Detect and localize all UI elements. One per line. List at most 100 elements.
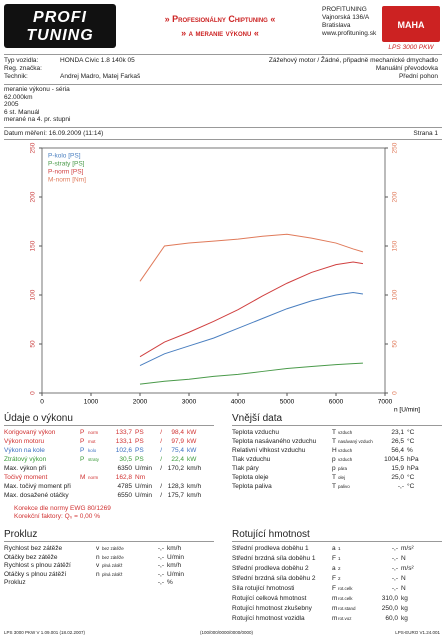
table-cell: 60,0 — [385, 615, 398, 622]
table-row: Prokluz -,-% — [4, 579, 186, 587]
table-cell: PS — [135, 438, 144, 445]
symbol-sub: rot.stand — [338, 606, 356, 611]
section-title: Vnější data — [232, 413, 442, 426]
symbol-sub: vzduch — [338, 457, 353, 462]
table-cell: Teplota paliva — [232, 483, 272, 490]
symbol-sub: rot.celk — [338, 596, 353, 601]
y-tick-label: 200 — [30, 191, 37, 202]
symbol-sub — [102, 579, 136, 587]
symbol-sub: kolo — [88, 448, 97, 453]
value: HONDA Civic 1.8 140k 05 — [60, 57, 135, 64]
table-cell: Rotující hmotnost vozidla — [232, 615, 305, 622]
table-cell: °C — [407, 438, 415, 445]
logo-text: PROFI TUNING — [26, 9, 94, 44]
table-cell: Rychlost s plnou zátěží — [4, 562, 71, 569]
value: ​ — [60, 65, 140, 73]
table-cell: Střední brzdná síla doběhu 1 — [232, 555, 316, 562]
table-cell: a — [332, 565, 336, 572]
model: LPS 3000 PKW — [388, 44, 434, 51]
table-cell: Rotující celková hmotnost — [232, 595, 307, 602]
table-cell: Max. dosažené otáčky — [4, 492, 69, 499]
table-cell: / — [160, 465, 162, 472]
symbol-sub: vzduch — [338, 448, 353, 453]
table-cell: p — [332, 456, 336, 463]
table-cell — [154, 474, 162, 482]
symbol-sub: straty — [88, 457, 100, 462]
table-cell: -,- — [157, 570, 164, 578]
table-cell: 170,2 — [167, 465, 184, 472]
table-cell: km/h — [187, 483, 202, 490]
notes: meranie výkonu - séria 62.000km 2005 6 st. … — [4, 86, 71, 124]
symbol-sub: 2 — [338, 566, 341, 571]
logo-url: www.profituning.sk — [34, 49, 86, 55]
table-cell: N — [401, 575, 406, 582]
table-cell: Výkon na kole — [4, 447, 45, 454]
table-cell: % — [167, 579, 173, 586]
table-cell: 102,6 — [115, 447, 132, 454]
x-tick-label: 1000 — [84, 399, 99, 406]
table-row: Rotující celková hmotnost m rot.celk 310,0 k… — [232, 595, 416, 603]
table-cell: H — [332, 447, 337, 454]
table-cell: U/min — [167, 570, 184, 578]
table-cell: km/h — [187, 465, 202, 472]
table-cell: U/min — [135, 492, 152, 499]
table-row: Střední prodleva doběhu 1 a 1 -,- m/s² — [232, 545, 416, 553]
page-number: Strana 1 — [413, 130, 438, 137]
table-cell: Max. točivý moment při — [4, 483, 71, 490]
table-cell: -,- — [397, 483, 404, 490]
symbol-sub: bez zátěže — [102, 546, 124, 551]
table-row: Střední brzdná síla doběhu 2 F 2 -,- N — [232, 575, 416, 583]
table-cell: / — [160, 429, 162, 436]
table-cell: 22,4 — [171, 456, 184, 463]
section-title: Údaje o výkonu — [4, 413, 214, 426]
table-cell: kg — [401, 595, 408, 602]
vehicle-labels: Typ vozidla: Reg. značka: Technik: — [4, 57, 42, 81]
table-cell: F — [332, 575, 336, 582]
address-line: PROFITUNING — [322, 6, 367, 13]
table-cell: Prokluz — [4, 579, 26, 586]
table-cell: n — [96, 570, 100, 578]
symbol-sub: palivo — [338, 484, 350, 489]
table-row: Střední brzdná síla doběhu 1 F 1 -,- N — [232, 555, 416, 563]
divider — [4, 54, 442, 55]
table-cell: 26,5 — [391, 438, 404, 445]
symbol-sub: bez zátěže — [102, 554, 124, 560]
table-cell: F — [332, 555, 336, 562]
series-line — [139, 233, 364, 282]
table-row: Rychlost s plnou zátěží v plná zátěž -,- km/… — [4, 562, 186, 570]
table-cell: 6550 — [117, 492, 132, 499]
table-cell: PS — [135, 456, 144, 463]
table-cell: °C — [407, 474, 415, 481]
table-row: Otáčky bez zátěže n bez zátěže -,- U/min — [4, 554, 186, 562]
table-cell: kg — [401, 605, 408, 612]
symbol-sub: plná zátěž — [102, 563, 123, 568]
table-cell: P — [80, 438, 85, 445]
symbol-sub: 1 — [338, 546, 341, 551]
table-cell: -,- — [391, 575, 398, 582]
address-line: www.profituning.sk — [322, 30, 377, 37]
x-tick-label: 0 — [40, 399, 44, 406]
symbol-sub — [88, 492, 110, 500]
table-cell: Korigovaný výkon — [4, 429, 56, 436]
y2-tick-label: 200 — [392, 191, 399, 202]
table-cell: F — [332, 585, 336, 592]
table-cell: Teplota nasávaného vzduchu — [232, 438, 317, 445]
symbol-sub: norm — [88, 475, 99, 480]
table-cell: % — [407, 447, 413, 454]
table-cell: kW — [187, 438, 197, 445]
table-cell: / — [160, 483, 162, 490]
divider — [4, 139, 442, 140]
table-cell: U/min — [135, 465, 152, 472]
footer: LPS-EURO V1.24.001 — [395, 630, 440, 635]
vehicle-values: HONDA Civic 1.8 140k 05 ​ Andrej Madro, … — [60, 57, 140, 81]
footer: (100/000/0000/0000/0000) — [200, 630, 254, 635]
table-cell: 133,7 — [115, 429, 132, 436]
table-cell: m — [332, 615, 338, 622]
table-cell — [80, 465, 88, 473]
